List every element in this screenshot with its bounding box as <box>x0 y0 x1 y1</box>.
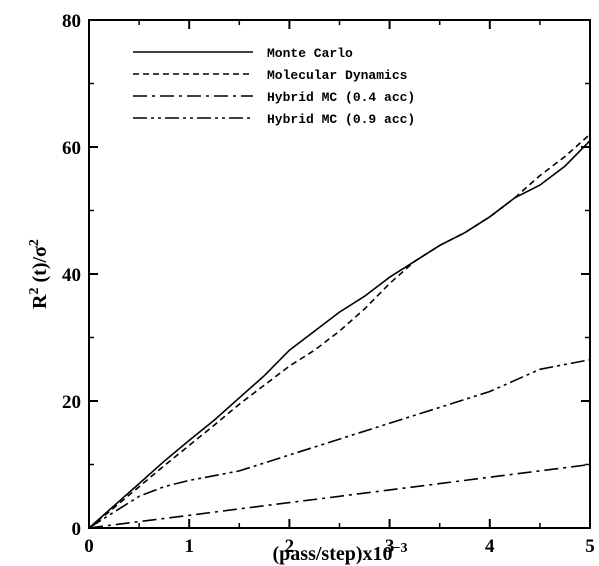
x-tick-label: 5 <box>585 536 595 557</box>
series-line-1 <box>88 140 591 529</box>
y-tick-label: 20 <box>62 392 81 413</box>
x-axis: 0 1 2 3 4 5 <box>84 20 595 557</box>
y-axis-label-sup2: 2 <box>27 239 42 246</box>
y-tick-label: 80 <box>62 11 81 32</box>
x-axis-label: (pass/step)x10−3 <box>273 541 408 565</box>
y-axis: 0 20 40 60 80 <box>62 11 590 540</box>
series-line-4 <box>88 358 591 529</box>
x-tick-label: 2 <box>285 536 295 557</box>
y-tick-label: 60 <box>62 138 81 159</box>
y-tick-label: 0 <box>72 519 82 540</box>
y-axis-label-sup1: 2 <box>27 287 42 294</box>
legend-label: Hybrid MC (0.9 acc) <box>267 112 415 127</box>
x-tick-label: 0 <box>84 536 94 557</box>
legend-label: Molecular Dynamics <box>267 68 408 83</box>
y-axis-label: R2 (t)/σ2 <box>27 239 51 309</box>
y-axis-label-mid: (t)/σ <box>29 246 51 288</box>
x-axis-label-exponent: −3 <box>393 541 408 556</box>
series-group <box>88 133 591 529</box>
x-tick-label: 3 <box>385 536 395 557</box>
x-tick-label: 4 <box>485 536 495 557</box>
x-tick-label: 1 <box>184 536 194 557</box>
legend-label: Hybrid MC (0.4 acc) <box>267 90 415 105</box>
series-line-2 <box>88 133 591 529</box>
series-line-3 <box>88 463 591 529</box>
legend: Monte Carlo Molecular Dynamics Hybrid MC (… <box>133 46 415 127</box>
legend-label: Monte Carlo <box>267 46 353 61</box>
y-tick-label: 40 <box>62 265 81 286</box>
